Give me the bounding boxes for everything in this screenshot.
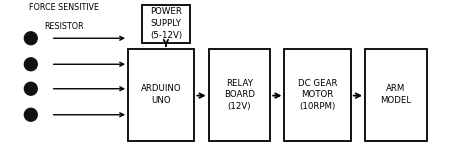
Text: FORCE SENSITIVE: FORCE SENSITIVE — [29, 3, 99, 12]
Text: RESISTOR: RESISTOR — [44, 22, 84, 30]
Ellipse shape — [24, 108, 37, 121]
Bar — [365, 49, 427, 141]
Ellipse shape — [24, 58, 37, 71]
Text: POWER
SUPPLY
(5-12V): POWER SUPPLY (5-12V) — [150, 7, 182, 40]
Text: ARDUINO
UNO: ARDUINO UNO — [141, 84, 182, 105]
Text: DC GEAR
MOTOR
(10RPM): DC GEAR MOTOR (10RPM) — [298, 78, 337, 111]
Text: ARM
MODEL: ARM MODEL — [380, 84, 411, 105]
Bar — [142, 5, 190, 43]
Ellipse shape — [24, 32, 37, 45]
Bar — [284, 49, 351, 141]
Bar — [128, 49, 194, 141]
Bar — [209, 49, 270, 141]
Text: RELAY
BOARD
(12V): RELAY BOARD (12V) — [224, 78, 255, 111]
Ellipse shape — [24, 82, 37, 95]
